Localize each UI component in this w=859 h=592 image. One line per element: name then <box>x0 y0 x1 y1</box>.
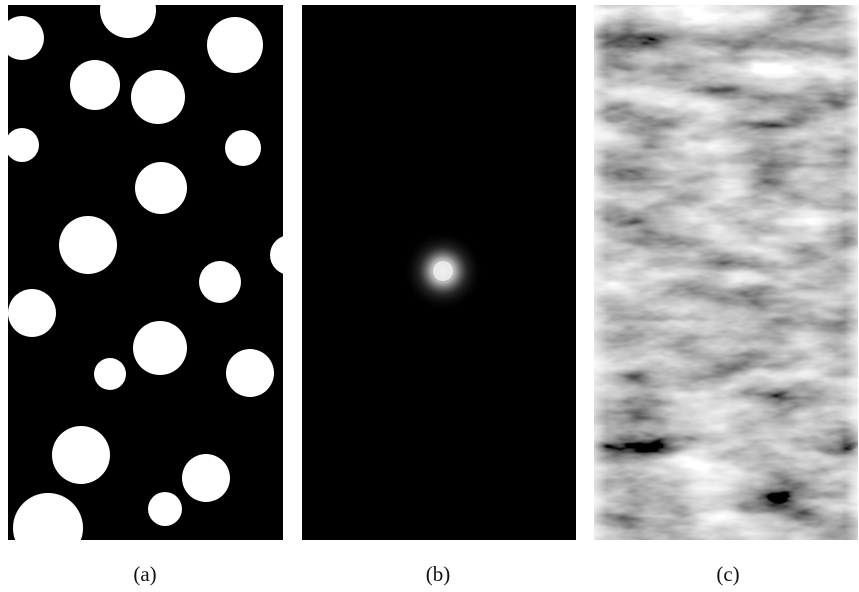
panel-a <box>8 5 283 540</box>
panel-c <box>594 5 858 540</box>
caption: (b) <box>426 562 451 586</box>
disks <box>8 5 283 540</box>
panel-b <box>302 5 576 540</box>
spectrum-center <box>433 261 453 281</box>
texture-edge <box>594 5 858 540</box>
caption: (c) <box>716 562 739 586</box>
caption: (a) <box>133 562 156 586</box>
